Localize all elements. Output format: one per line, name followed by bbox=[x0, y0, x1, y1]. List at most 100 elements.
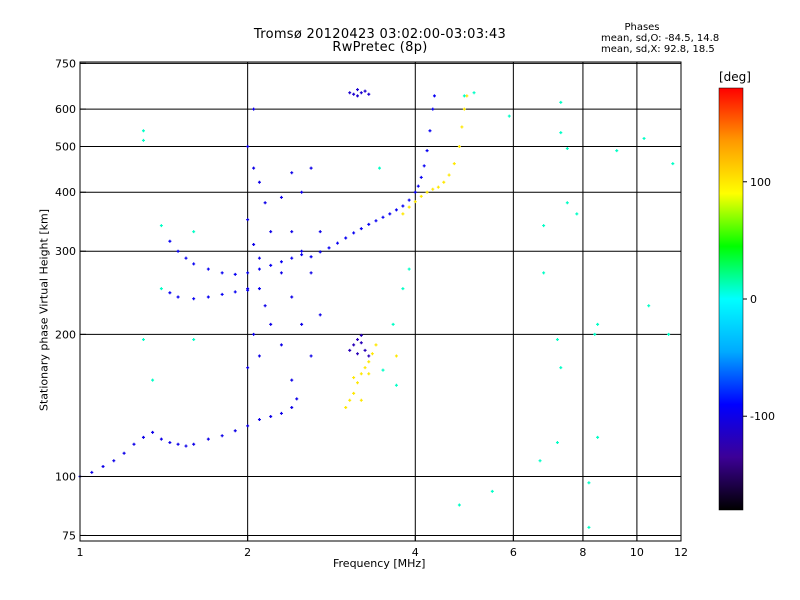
data-point bbox=[290, 378, 294, 382]
data-point bbox=[176, 249, 180, 253]
y-axis-label: Stationary phase Virtual Height [km] bbox=[37, 208, 51, 412]
data-point bbox=[90, 470, 94, 474]
data-point bbox=[352, 376, 356, 380]
colorbar-tick-label: 0 bbox=[750, 293, 757, 306]
data-point bbox=[460, 125, 464, 129]
data-point bbox=[352, 231, 356, 235]
data-point bbox=[462, 94, 466, 98]
phases-o-stats: mean, sd,O: -84.5, 14.8 bbox=[601, 33, 720, 44]
data-point bbox=[141, 435, 145, 439]
data-point bbox=[151, 378, 155, 382]
data-point bbox=[300, 190, 304, 194]
y-tick-label: 500 bbox=[55, 140, 76, 153]
x-axis-label: Frequency [MHz] bbox=[333, 557, 426, 570]
data-point bbox=[436, 185, 440, 189]
data-point bbox=[378, 166, 382, 170]
data-point bbox=[318, 250, 322, 254]
data-point bbox=[176, 295, 180, 299]
data-point bbox=[356, 338, 360, 342]
data-point bbox=[159, 224, 163, 228]
data-point bbox=[141, 138, 145, 142]
data-point bbox=[206, 267, 210, 271]
data-point bbox=[462, 107, 466, 111]
data-point bbox=[587, 525, 591, 529]
x-axis-ticks: 1 2 4 6 8 10 12 bbox=[77, 535, 688, 559]
data-point bbox=[159, 437, 163, 441]
data-point bbox=[279, 343, 283, 347]
data-point bbox=[671, 162, 675, 166]
data-point bbox=[269, 414, 273, 418]
data-point bbox=[647, 304, 651, 308]
data-point bbox=[309, 271, 313, 275]
data-point bbox=[269, 322, 273, 326]
data-point bbox=[168, 441, 172, 445]
phases-x-stats: mean, sd,X: 92.8, 18.5 bbox=[601, 44, 715, 55]
data-point bbox=[457, 144, 461, 148]
data-point bbox=[184, 444, 188, 448]
data-point bbox=[176, 442, 180, 446]
data-point bbox=[367, 360, 371, 364]
data-point bbox=[122, 451, 126, 455]
data-point bbox=[359, 333, 363, 337]
data-point bbox=[490, 489, 494, 493]
data-point bbox=[246, 287, 250, 291]
data-point bbox=[132, 442, 136, 446]
y-tick-label: 100 bbox=[55, 470, 76, 483]
x-tick-label: 10 bbox=[630, 546, 644, 559]
data-point bbox=[192, 297, 196, 301]
data-point bbox=[252, 107, 256, 111]
data-point bbox=[309, 166, 313, 170]
data-point bbox=[233, 429, 237, 433]
grid-lines bbox=[80, 62, 681, 541]
plot-frame bbox=[79, 61, 682, 542]
data-point bbox=[367, 372, 371, 376]
data-point bbox=[425, 190, 429, 194]
data-point bbox=[596, 322, 600, 326]
data-point bbox=[575, 212, 579, 216]
y-tick-label: 400 bbox=[55, 186, 76, 199]
data-point bbox=[318, 313, 322, 317]
data-point bbox=[257, 267, 261, 271]
data-point bbox=[327, 246, 331, 250]
data-point bbox=[269, 230, 273, 234]
data-point bbox=[192, 230, 196, 234]
data-point bbox=[593, 332, 597, 336]
data-point bbox=[356, 352, 360, 356]
phases-title: Phases bbox=[624, 22, 660, 33]
data-point bbox=[257, 418, 261, 422]
data-point bbox=[257, 256, 261, 260]
data-point bbox=[367, 354, 371, 358]
y-tick-label: 300 bbox=[55, 245, 76, 258]
data-point bbox=[206, 437, 210, 441]
data-point bbox=[407, 198, 411, 202]
y-tick-label: 600 bbox=[55, 103, 76, 116]
x-tick-label: 2 bbox=[244, 546, 251, 559]
data-point bbox=[381, 368, 385, 372]
data-point bbox=[359, 341, 363, 345]
data-point bbox=[257, 287, 261, 291]
data-point bbox=[257, 180, 261, 184]
data-point bbox=[359, 398, 363, 402]
colorbar: 100 0 -100 bbox=[718, 87, 775, 511]
data-point bbox=[447, 173, 451, 177]
x-tick-label: 12 bbox=[674, 546, 688, 559]
plot-border bbox=[79, 61, 682, 542]
data-point bbox=[416, 184, 420, 188]
data-point bbox=[290, 295, 294, 299]
data-point bbox=[290, 405, 294, 409]
y-axis-ticks: 75 100 200 300 400 500 600 750 bbox=[55, 57, 86, 542]
data-point bbox=[425, 149, 429, 153]
x-tick-label: 8 bbox=[579, 546, 586, 559]
data-point bbox=[542, 271, 546, 275]
data-point bbox=[344, 236, 348, 240]
data-point bbox=[431, 187, 435, 191]
data-point bbox=[246, 424, 250, 428]
data-point bbox=[220, 292, 224, 296]
data-point bbox=[431, 107, 435, 111]
data-point bbox=[252, 332, 256, 336]
data-point bbox=[101, 464, 105, 468]
data-point bbox=[559, 131, 563, 135]
data-point bbox=[290, 230, 294, 234]
x-tick-label: 1 bbox=[77, 546, 84, 559]
